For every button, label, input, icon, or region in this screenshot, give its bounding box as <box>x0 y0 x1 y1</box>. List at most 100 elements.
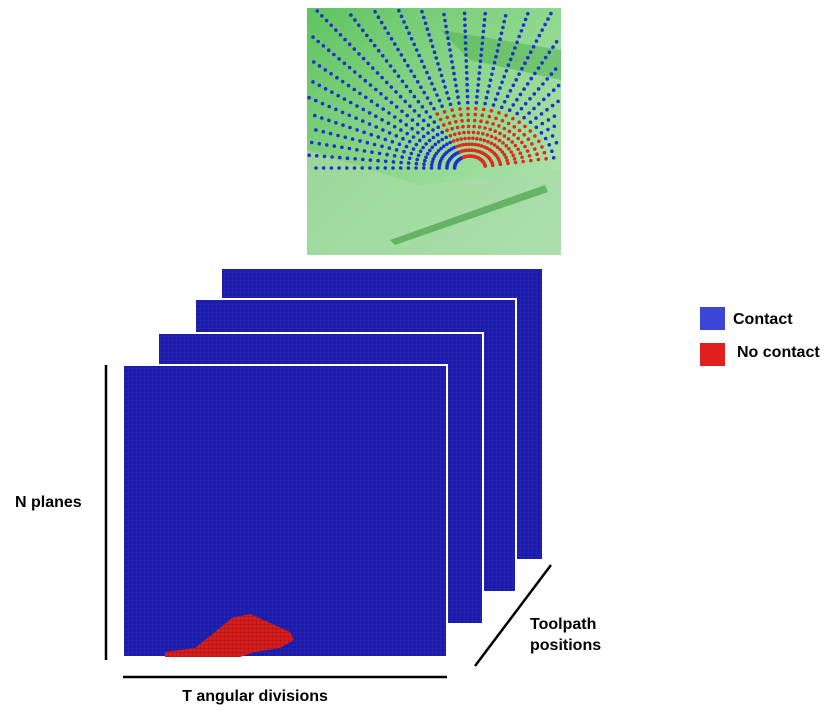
scan-point <box>471 143 475 147</box>
scan-point <box>507 63 511 67</box>
scan-point <box>322 130 326 134</box>
scan-point <box>555 141 559 145</box>
scan-point <box>459 113 463 117</box>
scan-point <box>549 12 553 16</box>
scan-point <box>401 80 405 84</box>
scan-point <box>433 50 437 54</box>
scan-point <box>351 137 355 141</box>
scan-point <box>336 94 340 98</box>
scan-point <box>370 150 374 154</box>
scan-point <box>482 30 486 34</box>
scan-point <box>407 161 411 165</box>
scan-point <box>358 92 362 96</box>
scan-point <box>432 136 436 140</box>
scan-point <box>507 137 511 141</box>
scan-point <box>390 85 394 89</box>
scan-point <box>409 69 413 73</box>
scan-point <box>453 78 457 82</box>
scan-point <box>520 67 524 71</box>
scan-point <box>392 160 396 164</box>
scan-point <box>373 143 377 147</box>
scan-point <box>329 24 333 28</box>
scan-point <box>486 140 490 144</box>
scan-point <box>345 166 349 170</box>
scan-point <box>397 74 401 78</box>
scan-point <box>467 142 471 146</box>
scan-point <box>465 83 469 87</box>
scan-point <box>526 82 530 86</box>
scan-point <box>476 83 480 87</box>
scan-point <box>473 119 477 123</box>
scan-point <box>427 33 431 37</box>
scan-point <box>442 79 446 83</box>
scan-point <box>449 54 453 58</box>
scan-point <box>320 116 324 120</box>
scan-point <box>393 69 397 73</box>
scan-point <box>443 19 447 23</box>
legend-swatch <box>700 343 725 366</box>
scan-point <box>376 159 380 163</box>
scan-point <box>466 101 470 105</box>
scan-point <box>545 108 549 112</box>
scan-point <box>353 70 357 74</box>
scan-point <box>344 136 348 140</box>
scan-point <box>491 122 495 126</box>
scan-point <box>377 15 381 19</box>
scan-point <box>496 92 500 96</box>
scan-point <box>314 166 318 170</box>
scan-point <box>532 107 536 111</box>
scan-point <box>514 161 518 165</box>
scan-point <box>524 18 528 22</box>
scan-point <box>543 23 547 27</box>
scan-point <box>366 141 370 145</box>
scan-point <box>452 72 456 76</box>
scan-point <box>415 158 419 162</box>
scan-point <box>399 166 403 170</box>
scan-point <box>374 115 378 119</box>
scan-point <box>481 42 485 46</box>
scan-point <box>522 116 526 120</box>
scan-point <box>519 151 523 155</box>
scan-point <box>385 81 389 85</box>
scan-point <box>463 12 467 16</box>
scan-point <box>478 125 482 129</box>
scan-point <box>483 12 487 16</box>
scan-point <box>428 76 432 80</box>
scan-point <box>385 59 389 63</box>
scan-point <box>478 71 482 75</box>
scan-point <box>492 103 496 107</box>
scan-point <box>452 114 456 118</box>
scan-point <box>515 41 519 45</box>
scan-point <box>551 45 555 49</box>
scan-point <box>503 100 507 104</box>
scan-point <box>520 156 524 160</box>
scan-point <box>434 56 438 60</box>
scan-point <box>490 73 494 77</box>
scan-point <box>312 60 316 64</box>
scan-point <box>499 163 503 167</box>
scan-point <box>431 146 435 150</box>
scan-point <box>529 159 533 163</box>
scan-point <box>322 166 326 170</box>
scan-point <box>343 97 347 101</box>
scan-point <box>436 125 440 129</box>
scan-point <box>458 144 462 148</box>
scan-point <box>402 20 406 24</box>
scan-point <box>419 85 423 89</box>
scan-point <box>325 19 329 23</box>
scan-point <box>400 155 404 159</box>
scan-point <box>393 154 397 158</box>
scan-point <box>373 10 377 14</box>
scan-point <box>498 132 502 136</box>
scan-point <box>353 166 357 170</box>
scan-point <box>388 131 392 135</box>
scan-point <box>482 24 486 28</box>
scan-point <box>411 118 415 122</box>
scan-point <box>504 14 508 18</box>
scan-point <box>370 100 374 104</box>
legend-swatch <box>700 307 725 330</box>
scan-point <box>537 140 541 144</box>
scan-point <box>503 127 507 131</box>
scan-point <box>366 62 370 66</box>
scan-point <box>546 17 550 21</box>
